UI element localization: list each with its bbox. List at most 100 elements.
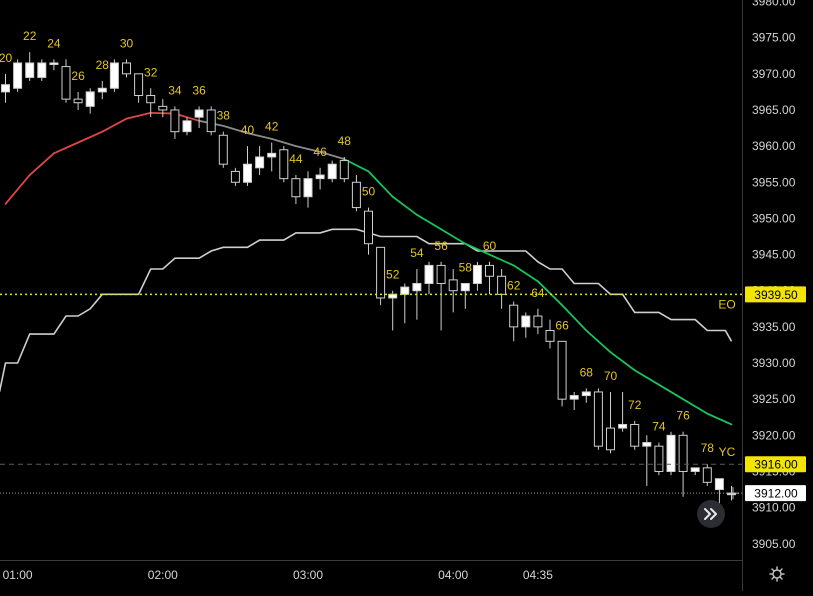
candle-body: [13, 62, 23, 89]
chart-settings-button[interactable]: [769, 566, 785, 582]
bar-number-label: 34: [168, 83, 182, 97]
candle: [521, 312, 531, 338]
bar-number-label: 28: [96, 58, 110, 72]
candle-body: [25, 62, 35, 78]
ema-layer: [4, 111, 733, 426]
bar-number-label: 38: [217, 109, 231, 123]
candle: [618, 391, 628, 432]
candle-body: [388, 293, 398, 299]
ema-segment: [367, 170, 394, 198]
candle: [109, 59, 119, 92]
candle-body: [339, 160, 349, 180]
candle-body: [351, 181, 361, 209]
candle-body: [545, 329, 555, 342]
ema-segment: [488, 253, 515, 267]
candle-body: [630, 423, 640, 447]
candle: [206, 106, 216, 136]
candle-body: [400, 286, 410, 295]
price-tag-box: [745, 456, 806, 473]
bar-number-label: 58: [459, 260, 473, 274]
candle: [279, 146, 289, 183]
ema-segment: [658, 383, 684, 401]
ema-segment: [609, 351, 636, 372]
bar-number-label: 24: [47, 36, 61, 50]
candle: [388, 290, 398, 331]
price-axis-tick-label: 3965.00: [752, 103, 796, 117]
ema-segment: [4, 174, 31, 205]
ema-segment: [222, 124, 249, 135]
bar-number-label: 64: [531, 286, 545, 300]
candle-body: [569, 395, 579, 400]
bar-number-label: 36: [192, 83, 206, 97]
candle-body: [182, 120, 192, 133]
bar-number-label: 68: [580, 365, 594, 379]
bar-number-label: 22: [23, 29, 37, 43]
price-tag-box: [745, 286, 806, 303]
ema-segment: [585, 329, 612, 354]
candle: [97, 81, 107, 100]
candle: [364, 207, 373, 255]
bar-number-label: 30: [120, 36, 134, 50]
candle: [122, 59, 131, 78]
ema-segment: [512, 264, 539, 283]
bar-number-label: 40: [241, 123, 255, 137]
candle-body: [618, 423, 628, 429]
time-axis-tick-label: 02:00: [148, 568, 178, 582]
time-axis[interactable]: 01:00 02:00 03:00 04:00 04:35: [3, 568, 554, 582]
bar-number-label: 20: [0, 51, 12, 65]
candle: [424, 261, 434, 295]
price-axis-tick-label: 3910.00: [752, 501, 796, 515]
price-tag: 3912.00: [745, 485, 806, 502]
candle: [400, 283, 410, 324]
ema-segment: [391, 195, 418, 216]
bar-number-label: 48: [338, 134, 352, 148]
candle-body: [606, 427, 615, 451]
candle-body: [472, 264, 482, 284]
price-axis-tick-label: 3935.00: [752, 320, 796, 334]
candle: [61, 59, 71, 103]
candle-body: [73, 98, 83, 104]
candle: [666, 431, 676, 476]
candle: [158, 99, 168, 118]
bar-number-label: 50: [362, 185, 376, 199]
candle: [267, 142, 277, 172]
candle: [545, 319, 555, 349]
bar-number-label: 72: [628, 398, 642, 412]
bar-number-label: 42: [265, 120, 279, 134]
candle: [606, 391, 615, 454]
bar-number-label: 70: [604, 369, 618, 383]
candle: [25, 52, 35, 82]
candle: [291, 175, 301, 204]
ema-segment: [682, 398, 709, 415]
candle: [327, 160, 337, 183]
scroll-to-latest-button[interactable]: [697, 500, 725, 528]
candle-body: [97, 87, 107, 93]
bar-number-label: 32: [144, 65, 158, 79]
candle-body: [593, 391, 603, 447]
candle-body: [412, 282, 422, 292]
candle: [702, 464, 712, 486]
candle: [315, 167, 325, 190]
candle-body: [448, 279, 458, 292]
candle: [460, 282, 470, 309]
candle-body: [291, 178, 301, 198]
candle: [509, 301, 519, 342]
candle: [73, 91, 83, 110]
bar-number-label: 60: [483, 239, 497, 253]
candle: [351, 175, 361, 212]
price-tag-value: 3912.00: [754, 487, 798, 501]
candle: [49, 59, 59, 71]
price-level-layer: EO YC: [0, 293, 742, 500]
ema-segment: [440, 228, 467, 245]
candle-body: [327, 163, 337, 180]
time-axis-tick-label: 01:00: [3, 568, 33, 582]
candle-body: [521, 315, 531, 328]
candle-body: [497, 275, 507, 295]
bar-number-label: 26: [71, 69, 85, 83]
candle: [243, 146, 252, 186]
candle-body: [230, 170, 240, 183]
ema-segment: [319, 151, 346, 161]
